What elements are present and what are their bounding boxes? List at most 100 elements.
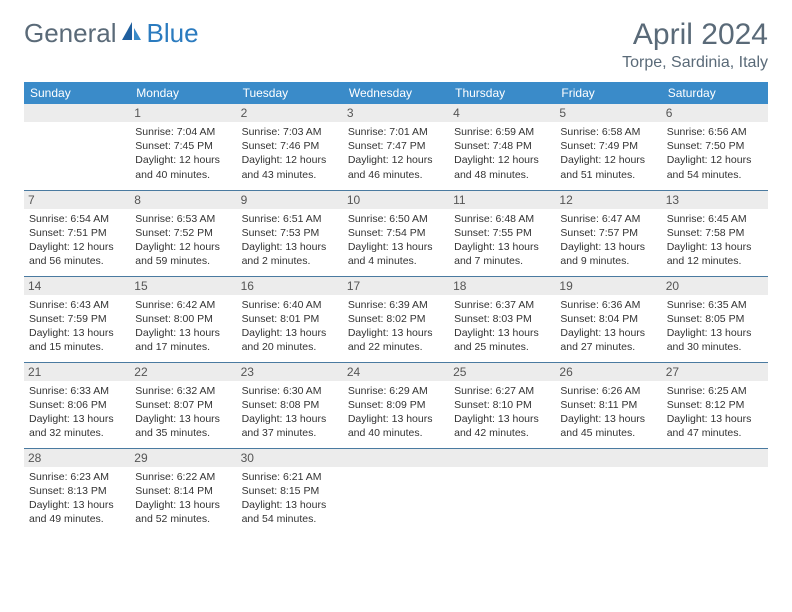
sunset-text: Sunset: 8:14 PM: [135, 484, 231, 498]
sunrise-text: Sunrise: 7:04 AM: [135, 125, 231, 139]
sunrise-text: Sunrise: 6:45 AM: [667, 212, 763, 226]
daylight1-text: Daylight: 13 hours: [29, 412, 125, 426]
daylight2-text: and 2 minutes.: [242, 254, 338, 268]
day-info: Sunrise: 6:33 AMSunset: 8:06 PMDaylight:…: [29, 384, 125, 441]
logo-text-blue: Blue: [147, 18, 199, 49]
calendar-day-cell: 11Sunrise: 6:48 AMSunset: 7:55 PMDayligh…: [449, 190, 555, 276]
daylight1-text: Daylight: 13 hours: [560, 412, 656, 426]
day-info: Sunrise: 6:58 AMSunset: 7:49 PMDaylight:…: [560, 125, 656, 182]
sunrise-text: Sunrise: 6:48 AM: [454, 212, 550, 226]
calendar-day-cell: 30Sunrise: 6:21 AMSunset: 8:15 PMDayligh…: [237, 448, 343, 534]
day-number: 1: [130, 104, 236, 122]
calendar-day-cell: 26Sunrise: 6:26 AMSunset: 8:11 PMDayligh…: [555, 362, 661, 448]
sunset-text: Sunset: 7:55 PM: [454, 226, 550, 240]
sunrise-text: Sunrise: 6:56 AM: [667, 125, 763, 139]
sunset-text: Sunset: 8:09 PM: [348, 398, 444, 412]
sunset-text: Sunset: 7:51 PM: [29, 226, 125, 240]
daylight2-text: and 32 minutes.: [29, 426, 125, 440]
day-info: Sunrise: 6:36 AMSunset: 8:04 PMDaylight:…: [560, 298, 656, 355]
calendar-day-cell: [555, 448, 661, 534]
day-number: 4: [449, 104, 555, 122]
day-number: 30: [237, 449, 343, 467]
calendar-day-cell: 29Sunrise: 6:22 AMSunset: 8:14 PMDayligh…: [130, 448, 236, 534]
calendar-day-cell: 3 Sunrise: 7:01 AMSunset: 7:47 PMDaylight…: [343, 104, 449, 190]
sunset-text: Sunset: 7:53 PM: [242, 226, 338, 240]
day-info: Sunrise: 6:32 AMSunset: 8:07 PMDaylight:…: [135, 384, 231, 441]
daylight1-text: Daylight: 13 hours: [454, 326, 550, 340]
weekday-header: Tuesday: [237, 82, 343, 104]
sunset-text: Sunset: 8:11 PM: [560, 398, 656, 412]
day-number: 3: [343, 104, 449, 122]
daylight1-text: Daylight: 13 hours: [135, 326, 231, 340]
day-info: Sunrise: 6:35 AMSunset: 8:05 PMDaylight:…: [667, 298, 763, 355]
sunrise-text: Sunrise: 6:40 AM: [242, 298, 338, 312]
sunrise-text: Sunrise: 6:36 AM: [560, 298, 656, 312]
day-number: 24: [343, 363, 449, 381]
calendar-day-cell: 20Sunrise: 6:35 AMSunset: 8:05 PMDayligh…: [662, 276, 768, 362]
day-info: Sunrise: 6:27 AMSunset: 8:10 PMDaylight:…: [454, 384, 550, 441]
sunrise-text: Sunrise: 6:30 AM: [242, 384, 338, 398]
sunrise-text: Sunrise: 6:35 AM: [667, 298, 763, 312]
calendar-day-cell: 23 Sunrise: 6:30 AMSunset: 8:08 PMDayligh…: [237, 362, 343, 448]
calendar-day-cell: 17Sunrise: 6:39 AMSunset: 8:02 PMDayligh…: [343, 276, 449, 362]
day-info: Sunrise: 6:22 AMSunset: 8:14 PMDaylight:…: [135, 470, 231, 527]
daylight1-text: Daylight: 12 hours: [29, 240, 125, 254]
daylight1-text: Daylight: 13 hours: [242, 326, 338, 340]
sunrise-text: Sunrise: 6:47 AM: [560, 212, 656, 226]
daylight1-text: Daylight: 12 hours: [135, 153, 231, 167]
daylight2-text: and 40 minutes.: [135, 168, 231, 182]
day-info: Sunrise: 6:40 AMSunset: 8:01 PMDaylight:…: [242, 298, 338, 355]
sunset-text: Sunset: 7:54 PM: [348, 226, 444, 240]
calendar-day-cell: 28Sunrise: 6:23 AMSunset: 8:13 PMDayligh…: [24, 448, 130, 534]
day-info: Sunrise: 7:04 AMSunset: 7:45 PMDaylight:…: [135, 125, 231, 182]
daylight1-text: Daylight: 12 hours: [348, 153, 444, 167]
sunrise-text: Sunrise: 6:54 AM: [29, 212, 125, 226]
day-info: Sunrise: 6:56 AMSunset: 7:50 PMDaylight:…: [667, 125, 763, 182]
sunrise-text: Sunrise: 6:37 AM: [454, 298, 550, 312]
day-number: 28: [24, 449, 130, 467]
daylight1-text: Daylight: 12 hours: [667, 153, 763, 167]
daylight2-text: and 43 minutes.: [242, 168, 338, 182]
daylight1-text: Daylight: 13 hours: [135, 412, 231, 426]
calendar-week-row: 7 Sunrise: 6:54 AMSunset: 7:51 PMDaylight…: [24, 190, 768, 276]
sunrise-text: Sunrise: 7:01 AM: [348, 125, 444, 139]
daylight2-text: and 4 minutes.: [348, 254, 444, 268]
daylight2-text: and 7 minutes.: [454, 254, 550, 268]
day-number: 5: [555, 104, 661, 122]
day-info: Sunrise: 6:30 AMSunset: 8:08 PMDaylight:…: [242, 384, 338, 441]
day-info: Sunrise: 6:54 AMSunset: 7:51 PMDaylight:…: [29, 212, 125, 269]
day-number: 7: [24, 191, 130, 209]
daylight1-text: Daylight: 13 hours: [667, 326, 763, 340]
daylight1-text: Daylight: 12 hours: [242, 153, 338, 167]
day-number: 26: [555, 363, 661, 381]
daylight1-text: Daylight: 13 hours: [242, 412, 338, 426]
weekday-header: Saturday: [662, 82, 768, 104]
daylight1-text: Daylight: 12 hours: [560, 153, 656, 167]
daylight2-text: and 47 minutes.: [667, 426, 763, 440]
sunset-text: Sunset: 8:12 PM: [667, 398, 763, 412]
day-number: [449, 449, 555, 467]
calendar-day-cell: 16Sunrise: 6:40 AMSunset: 8:01 PMDayligh…: [237, 276, 343, 362]
day-number: 11: [449, 191, 555, 209]
daylight2-text: and 54 minutes.: [667, 168, 763, 182]
day-number: [662, 449, 768, 467]
calendar-day-cell: [449, 448, 555, 534]
sunset-text: Sunset: 7:45 PM: [135, 139, 231, 153]
sunset-text: Sunset: 8:01 PM: [242, 312, 338, 326]
sunset-text: Sunset: 8:07 PM: [135, 398, 231, 412]
sunrise-text: Sunrise: 7:03 AM: [242, 125, 338, 139]
day-info: Sunrise: 7:01 AMSunset: 7:47 PMDaylight:…: [348, 125, 444, 182]
location-label: Torpe, Sardinia, Italy: [622, 54, 768, 72]
sunset-text: Sunset: 8:02 PM: [348, 312, 444, 326]
daylight1-text: Daylight: 13 hours: [242, 498, 338, 512]
calendar-day-cell: 12Sunrise: 6:47 AMSunset: 7:57 PMDayligh…: [555, 190, 661, 276]
day-number: 2: [237, 104, 343, 122]
day-number: 8: [130, 191, 236, 209]
sunrise-text: Sunrise: 6:43 AM: [29, 298, 125, 312]
day-number: 23: [237, 363, 343, 381]
calendar-day-cell: [343, 448, 449, 534]
calendar-day-cell: 22Sunrise: 6:32 AMSunset: 8:07 PMDayligh…: [130, 362, 236, 448]
daylight2-text: and 40 minutes.: [348, 426, 444, 440]
daylight2-text: and 46 minutes.: [348, 168, 444, 182]
sail-icon: [119, 18, 143, 49]
